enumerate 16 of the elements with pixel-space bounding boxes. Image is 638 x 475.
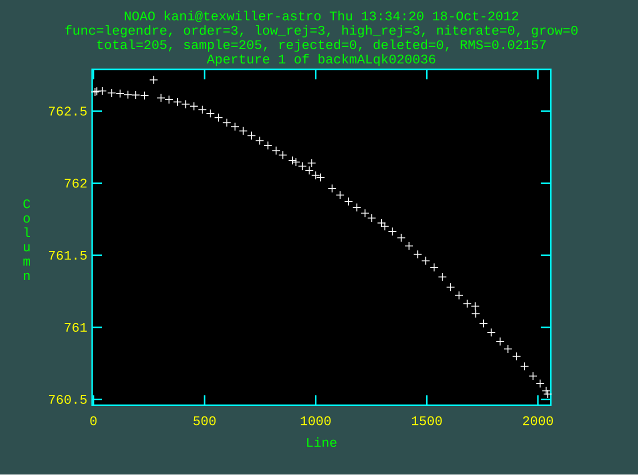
x-axis-title: Line: [307, 437, 336, 448]
x-tick-label: 0: [90, 416, 97, 426]
text: Aperture 1 of backmALqk020036: [206, 54, 436, 66]
y-axis-title: Column: [23, 200, 30, 280]
y-tick-label: 762: [64, 178, 87, 188]
y-tick-label: 762.5: [48, 106, 87, 116]
y-tick-label: 761: [64, 323, 87, 332]
x-tick-label: 1000: [300, 416, 331, 426]
chart-subtitle: func=legendre, order=3, low_rej=3, high_rej=3, niterate=0, grow=0: [65, 25, 578, 38]
x-tick-label: 2000: [523, 416, 553, 426]
y-tick-label: 760.5: [48, 395, 87, 404]
y-tick-label: 761.5: [48, 251, 87, 260]
text: total=205, sample=205, rejected=0, deleted=0, RMS=0.02157: [97, 40, 546, 52]
x-tick-label: 1500: [412, 416, 442, 426]
x-tick-label: 500: [194, 416, 216, 426]
chart-title: NOAO kani@texwiller-astro Thu 13:34:20 18-Oct-2012: [124, 10, 518, 22]
